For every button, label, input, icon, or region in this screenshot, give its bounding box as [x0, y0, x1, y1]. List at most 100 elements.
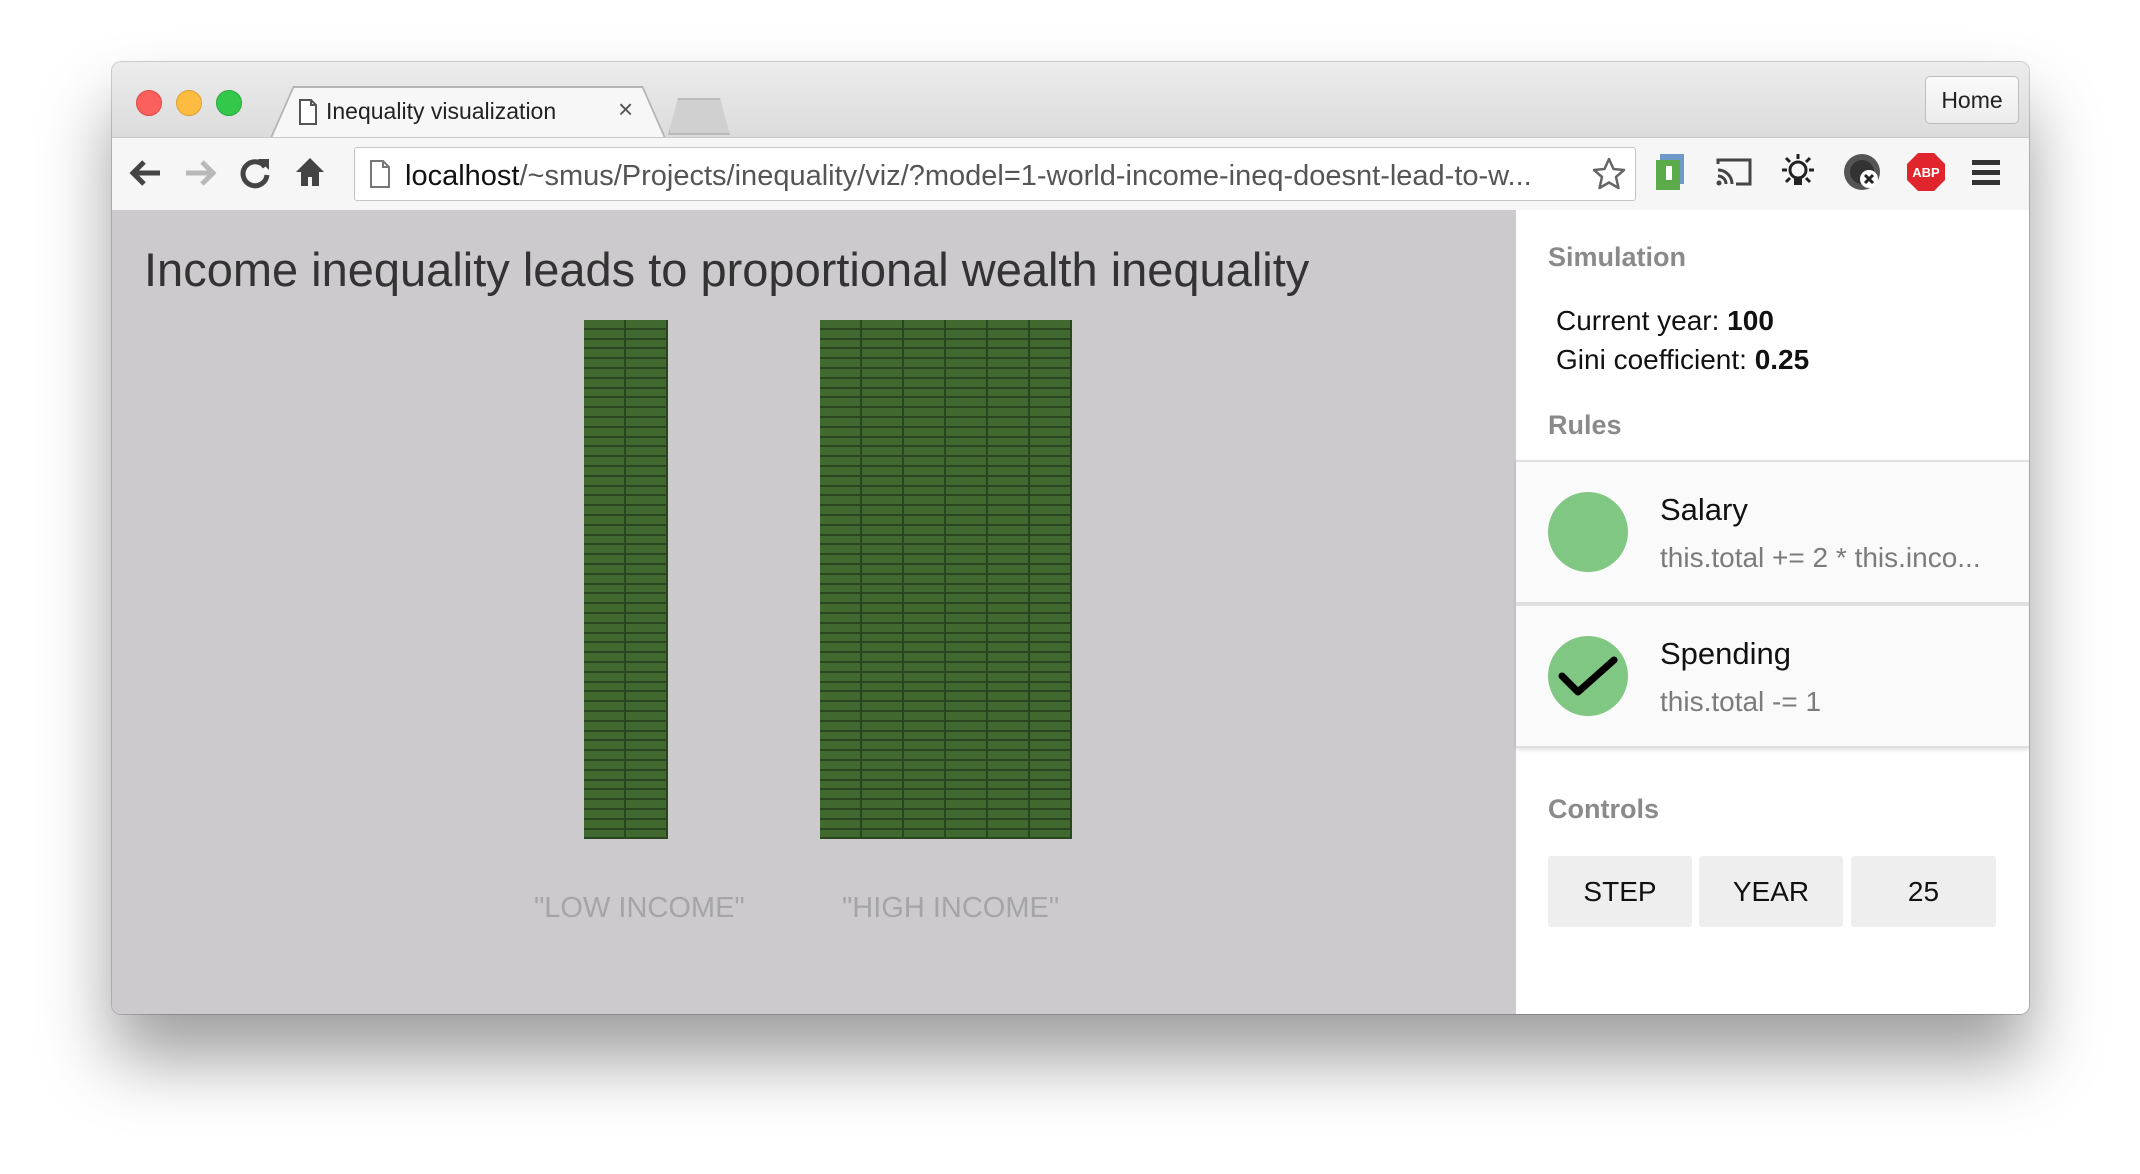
extension-icon[interactable] [1652, 152, 1688, 197]
wealth-brick [1030, 682, 1070, 691]
wealth-brick [1030, 810, 1070, 818]
wealth-brick [862, 476, 902, 485]
wealth-brick [862, 780, 902, 789]
browser-toolbar: localhost/~smus/Projects/inequality/viz/… [112, 137, 2029, 211]
wealth-brick [904, 584, 944, 593]
wealth-brick [862, 555, 902, 563]
rule-toggle-indicator[interactable] [1548, 636, 1628, 716]
wealth-brick [626, 692, 666, 701]
wealth-brick [862, 692, 902, 701]
wealth-brick [820, 819, 860, 828]
wealth-brick [626, 545, 666, 554]
home-button[interactable]: Home [1925, 76, 2019, 124]
wealth-brick [946, 378, 986, 387]
wealth-brick [626, 467, 666, 475]
wealth-brick [904, 555, 944, 563]
wealth-brick [904, 457, 944, 465]
wealth-brick [988, 574, 1028, 583]
wealth-brick [946, 829, 986, 838]
bookmark-star-icon[interactable] [1591, 156, 1627, 197]
wealth-brick [862, 320, 902, 328]
wealth-brick [584, 731, 624, 740]
wealth-brick [988, 388, 1028, 397]
wealth-brick [584, 545, 624, 554]
page-title: Income inequality leads to proportional … [144, 243, 1310, 296]
rule-title: Salary [1660, 492, 1748, 527]
maximize-window-button[interactable] [216, 90, 242, 116]
twenty-five-years-button[interactable]: 25 [1851, 856, 1996, 927]
wealth-brick [862, 770, 902, 779]
wealth-brick [626, 408, 666, 416]
wealth-brick [626, 829, 666, 838]
menu-icon[interactable] [1970, 158, 2002, 193]
wealth-brick [862, 604, 902, 612]
close-window-button[interactable] [136, 90, 162, 116]
wealth-brick [584, 712, 624, 720]
wealth-brick [988, 565, 1028, 573]
wealth-brick [626, 447, 666, 456]
wealth-brick [988, 447, 1028, 456]
lightbulb-icon[interactable] [1778, 152, 1818, 197]
forward-icon[interactable] [182, 156, 218, 195]
wealth-brick [1030, 555, 1070, 563]
home-icon[interactable] [294, 156, 326, 193]
wealth-brick [862, 339, 902, 348]
wealth-brick [946, 623, 986, 632]
wealth-brick [946, 692, 986, 701]
wealth-brick [626, 614, 666, 622]
wealth-brick [1030, 369, 1070, 377]
year-button[interactable]: YEAR [1699, 856, 1843, 927]
wealth-brick [820, 741, 860, 750]
browser-tab[interactable] [272, 88, 664, 138]
wealth-brick [820, 780, 860, 789]
wealth-brick [904, 682, 944, 691]
wealth-brick [626, 721, 666, 730]
wealth-brick [584, 594, 624, 603]
back-icon[interactable] [128, 156, 164, 195]
wealth-brick [946, 800, 986, 808]
wealth-brick [820, 516, 860, 524]
wealth-brick [1030, 349, 1070, 358]
wealth-brick [820, 682, 860, 691]
cast-icon[interactable] [1714, 156, 1754, 193]
wealth-brick [626, 476, 666, 485]
wealth-brick [946, 702, 986, 710]
wealth-brick [904, 427, 944, 436]
block-extension-icon[interactable] [1842, 152, 1882, 197]
step-button[interactable]: STEP [1548, 856, 1692, 927]
wealth-brick [584, 780, 624, 789]
wealth-brick [820, 418, 860, 426]
wealth-brick [862, 594, 902, 603]
rule-salary[interactable]: Salary this.total += 2 * this.inco... [1516, 460, 2029, 604]
wealth-brick [946, 633, 986, 642]
wealth-brick [862, 643, 902, 652]
new-tab-button[interactable] [668, 98, 730, 135]
wealth-brick [626, 574, 666, 583]
gini-coefficient-stat: Gini coefficient: 0.25 [1556, 344, 1810, 375]
wealth-brick [988, 800, 1028, 808]
rule-toggle-indicator[interactable] [1548, 492, 1628, 572]
wealth-brick [862, 388, 902, 397]
wealth-brick [626, 555, 666, 563]
wealth-brick [820, 525, 860, 534]
tab-close-icon[interactable]: × [618, 94, 634, 124]
wealth-brick [904, 721, 944, 730]
reload-icon[interactable] [238, 156, 272, 195]
wealth-brick [946, 653, 986, 661]
address-bar[interactable]: localhost/~smus/Projects/inequality/viz/… [354, 147, 1636, 201]
rule-spending[interactable]: Spending this.total -= 1 [1516, 604, 2029, 748]
wealth-brick [946, 643, 986, 652]
wealth-brick [1030, 496, 1070, 505]
wealth-brick [820, 692, 860, 701]
wealth-brick [862, 349, 902, 358]
high-income-bar-stack [820, 320, 1072, 840]
current-year-stat: Current year: 100 [1556, 305, 1774, 336]
wealth-brick [1030, 437, 1070, 446]
wealth-brick [584, 476, 624, 485]
wealth-brick [1030, 672, 1070, 681]
adblock-icon[interactable]: ABP [1906, 152, 1946, 197]
wealth-brick [862, 633, 902, 642]
minimize-window-button[interactable] [176, 90, 202, 116]
wealth-brick [820, 339, 860, 348]
wealth-brick [862, 378, 902, 387]
